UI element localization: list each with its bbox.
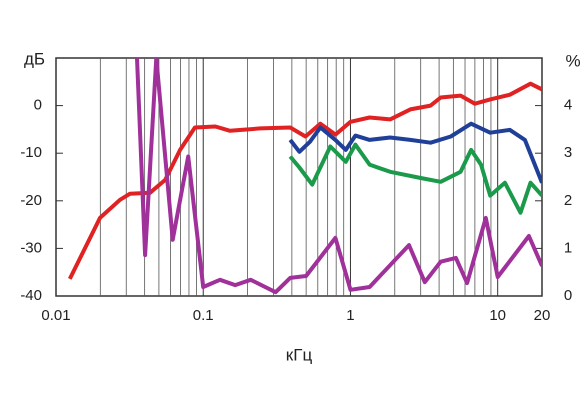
y-tick-label: -20 bbox=[20, 192, 42, 209]
y2-tick-label: 1 bbox=[564, 239, 572, 256]
data-line bbox=[288, 121, 542, 184]
y-axis-label: дБ bbox=[24, 49, 45, 68]
y-tick-label: 0 bbox=[34, 97, 42, 114]
x-axis-label: кГц bbox=[286, 345, 313, 364]
plot-area bbox=[55, 57, 543, 297]
x-tick-label: 0.01 bbox=[41, 307, 70, 324]
y-tick-label: -10 bbox=[20, 144, 42, 161]
y2-tick-label: 2 bbox=[564, 192, 572, 209]
y-tick-label: -40 bbox=[20, 287, 42, 304]
y-tick-label: -30 bbox=[20, 239, 42, 256]
y2-tick-label: 4 bbox=[564, 97, 572, 114]
y2-tick-label: 0 bbox=[564, 287, 572, 304]
y2-tick-label: 3 bbox=[564, 144, 572, 161]
x-tick-label: 10 bbox=[489, 307, 506, 324]
data-line bbox=[135, 58, 542, 295]
data-line bbox=[288, 142, 542, 215]
y2-axis-label: % bbox=[565, 51, 580, 70]
x-tick-label: 0.1 bbox=[193, 307, 214, 324]
data-line bbox=[68, 81, 542, 280]
x-tick-label: 20 bbox=[534, 307, 551, 324]
x-tick-label: 1 bbox=[346, 307, 354, 324]
